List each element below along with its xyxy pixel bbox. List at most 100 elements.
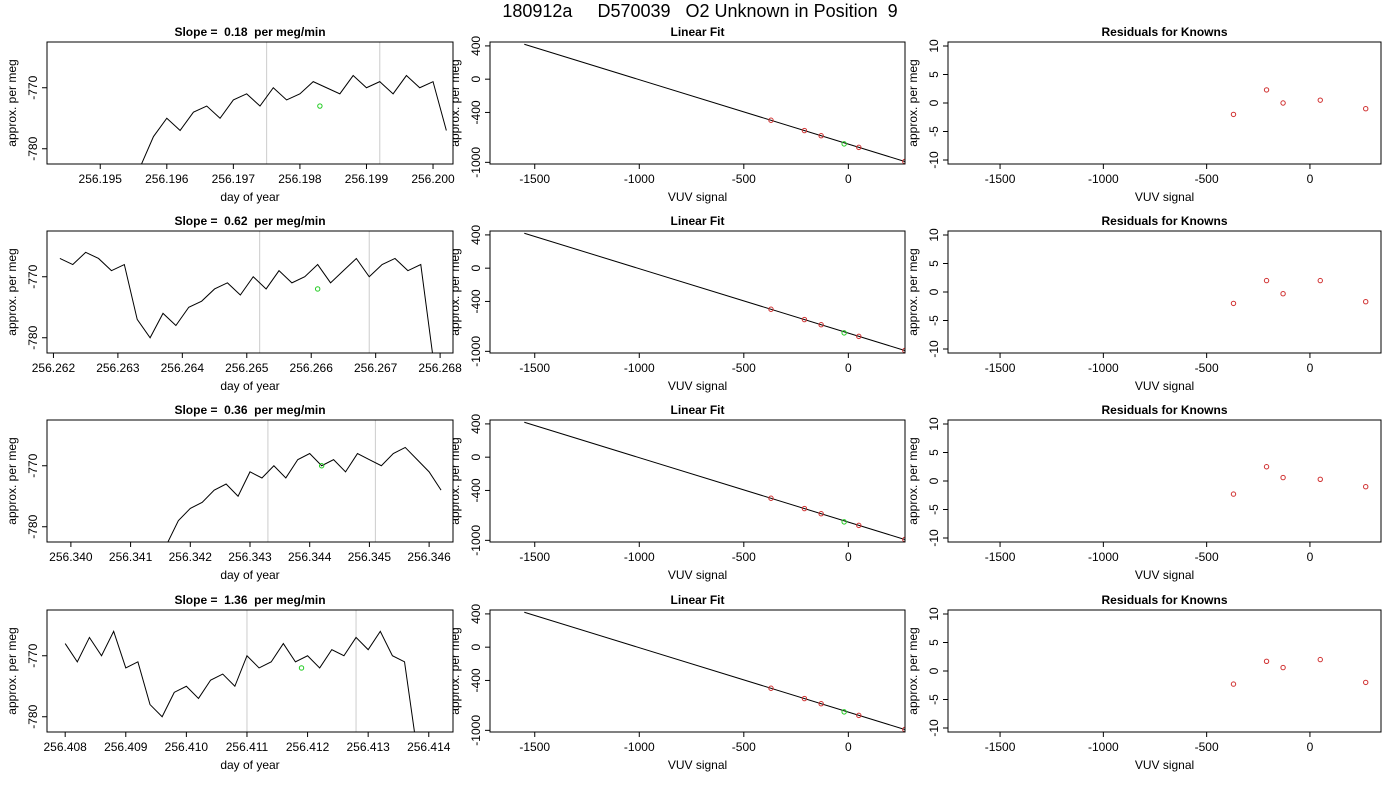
known-point [768, 117, 774, 123]
known-point [801, 127, 808, 134]
x-tick-label: -1500 [519, 172, 550, 186]
known-point [768, 495, 774, 501]
unknown-point [841, 709, 847, 715]
x-tick-label: 256.411 [226, 740, 269, 754]
x-tick-label: 256.266 [290, 361, 334, 375]
x-axis-label: VUV signal [1135, 568, 1194, 582]
x-tick-label: -500 [1195, 550, 1219, 564]
x-axis-label: VUV signal [1135, 758, 1194, 772]
plot-frame [489, 419, 906, 543]
x-axis-label: day of year [220, 379, 279, 393]
plot-frame [489, 41, 906, 165]
x-axis-label: day of year [220, 568, 279, 582]
x-tick-label: 0 [1307, 172, 1314, 186]
x-tick-label: 0 [1307, 550, 1314, 564]
known-point [1363, 484, 1369, 490]
y-tick-label: -1000 [469, 715, 483, 746]
x-axis-label: VUV signal [668, 758, 727, 772]
unknown-point [314, 286, 321, 292]
plot-frame [46, 609, 454, 733]
x-tick-label: 256.265 [225, 361, 269, 375]
plot-frame [947, 419, 1382, 543]
known-point [1230, 491, 1237, 497]
y-axis-label: approx. per meg [906, 437, 920, 524]
x-tick-label: -1500 [519, 550, 550, 564]
x-tick-label: 256.408 [43, 740, 87, 754]
known-point [1280, 474, 1286, 481]
known-point [856, 333, 862, 340]
x-tick-label: 256.346 [407, 550, 451, 564]
plot-area [1230, 277, 1369, 307]
plot-frame [489, 609, 906, 733]
plot-frame [46, 41, 454, 165]
x-axis-label: VUV signal [1135, 379, 1194, 393]
x-tick-label: 0 [845, 361, 852, 375]
plot-area [524, 232, 905, 353]
known-point [818, 133, 824, 139]
x-tick-label: 256.414 [407, 740, 451, 754]
panel-title: Linear Fit [670, 593, 724, 607]
y-tick-label: 400 [469, 414, 483, 434]
y-tick-label: 0 [927, 477, 941, 484]
x-tick-label: 256.199 [345, 172, 389, 186]
x-tick-label: 256.341 [109, 550, 153, 564]
x-axis-label: VUV signal [668, 190, 727, 204]
x-axis-label: VUV signal [668, 379, 727, 393]
y-tick-label: -770 [26, 643, 40, 667]
y-tick-label: 10 [927, 228, 941, 242]
known-point [856, 712, 862, 719]
y-axis-label: approx. per meg [448, 627, 462, 714]
plot-area [524, 421, 905, 542]
known-point [1363, 679, 1369, 686]
x-tick-label: -500 [1195, 740, 1219, 754]
y-axis-label: approx. per meg [448, 59, 462, 146]
y-axis-label: approx. per meg [906, 627, 920, 714]
x-tick-label: 0 [845, 550, 852, 564]
x-tick-label: 256.342 [169, 550, 213, 564]
panel-title: Linear Fit [670, 403, 724, 417]
y-axis-label: approx. per meg [448, 248, 462, 335]
y-tick-label: 400 [469, 604, 483, 624]
x-tick-label: 256.200 [411, 172, 455, 186]
known-point [1317, 277, 1323, 284]
x-tick-label: -1500 [985, 361, 1016, 375]
y-axis-label: approx. per meg [448, 437, 462, 524]
panel-title: Residuals for Knowns [1101, 593, 1227, 607]
y-tick-label: 0 [927, 288, 941, 295]
known-point [801, 316, 808, 323]
known-point [1363, 106, 1369, 112]
known-point [1263, 277, 1270, 284]
plot-frame [947, 230, 1382, 354]
y-tick-label: 5 [927, 260, 941, 267]
x-tick-label: 256.263 [96, 361, 140, 375]
y-tick-label: -780 [26, 136, 40, 160]
y-tick-label: 0 [469, 454, 483, 461]
panel-title: Slope = 0.18 per meg/min [174, 25, 325, 39]
x-tick-label: 256.197 [212, 172, 256, 186]
y-tick-label: -10 [927, 719, 941, 737]
x-tick-label: -1000 [624, 550, 655, 564]
x-axis-label: day of year [220, 758, 279, 772]
x-tick-label: -1000 [624, 361, 655, 375]
x-tick-label: 0 [1307, 361, 1314, 375]
y-axis-label: approx. per meg [5, 248, 19, 335]
known-point [801, 505, 808, 512]
x-tick-label: -1500 [519, 740, 550, 754]
y-tick-label: 0 [469, 265, 483, 272]
y-tick-label: -770 [26, 264, 40, 288]
known-point [801, 695, 808, 702]
y-tick-label: -770 [26, 453, 40, 477]
known-point [768, 306, 774, 312]
data-line [140, 74, 447, 164]
x-tick-label: 256.267 [354, 361, 398, 375]
y-tick-label: 0 [927, 667, 941, 674]
known-point [856, 144, 862, 151]
y-tick-label: 10 [927, 39, 941, 53]
plot-area [64, 610, 415, 732]
x-tick-label: 256.198 [278, 172, 322, 186]
x-tick-label: -500 [732, 740, 756, 754]
panel-title: Linear Fit [670, 25, 724, 39]
x-axis-label: VUV signal [1135, 190, 1194, 204]
x-tick-label: 256.410 [165, 740, 209, 754]
